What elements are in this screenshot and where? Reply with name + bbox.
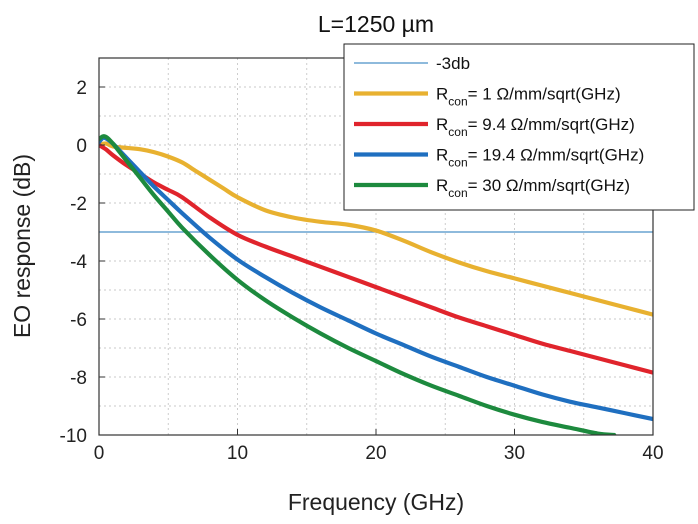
x-tick-label: 10 <box>227 443 248 464</box>
series-line-1 <box>99 141 653 317</box>
series-line-4 <box>99 134 617 435</box>
legend-label-1: Rcon= 1 Ω/mm/sqrt(GHz) <box>436 85 621 109</box>
y-tick-label: -8 <box>70 368 87 389</box>
legend-box <box>343 43 695 211</box>
y-axis-label: EO response (dB) <box>9 154 35 338</box>
legend-label-2: Rcon= 9.4 Ω/mm/sqrt(GHz) <box>436 115 635 139</box>
legend: -3db Rcon= 1 Ω/mm/sqrt(GHz) Rcon= 9.4 Ω/mm… <box>343 43 695 211</box>
legend-label-3: Rcon= 19.4 Ω/mm/sqrt(GHz) <box>436 146 644 170</box>
x-tick-label: 40 <box>642 443 663 464</box>
y-tick-label: -6 <box>70 310 87 331</box>
legend-label-3db: -3db <box>436 54 470 73</box>
x-axis-label: Frequency (GHz) <box>288 489 464 515</box>
series-layer <box>99 134 653 435</box>
x-tick-label: 20 <box>365 443 386 464</box>
chart-title: L=1250 µm <box>318 11 434 37</box>
y-tick-label: 2 <box>76 78 87 99</box>
x-tick-label: 0 <box>94 443 105 464</box>
y-tick-label: -4 <box>70 252 87 273</box>
legend-label-4: Rcon= 30 Ω/mm/sqrt(GHz) <box>436 176 630 200</box>
y-tick-label: -10 <box>60 426 87 447</box>
y-tick-label: -2 <box>70 194 87 215</box>
x-tick-label: 30 <box>504 443 525 464</box>
y-tick-label: 0 <box>76 136 87 157</box>
